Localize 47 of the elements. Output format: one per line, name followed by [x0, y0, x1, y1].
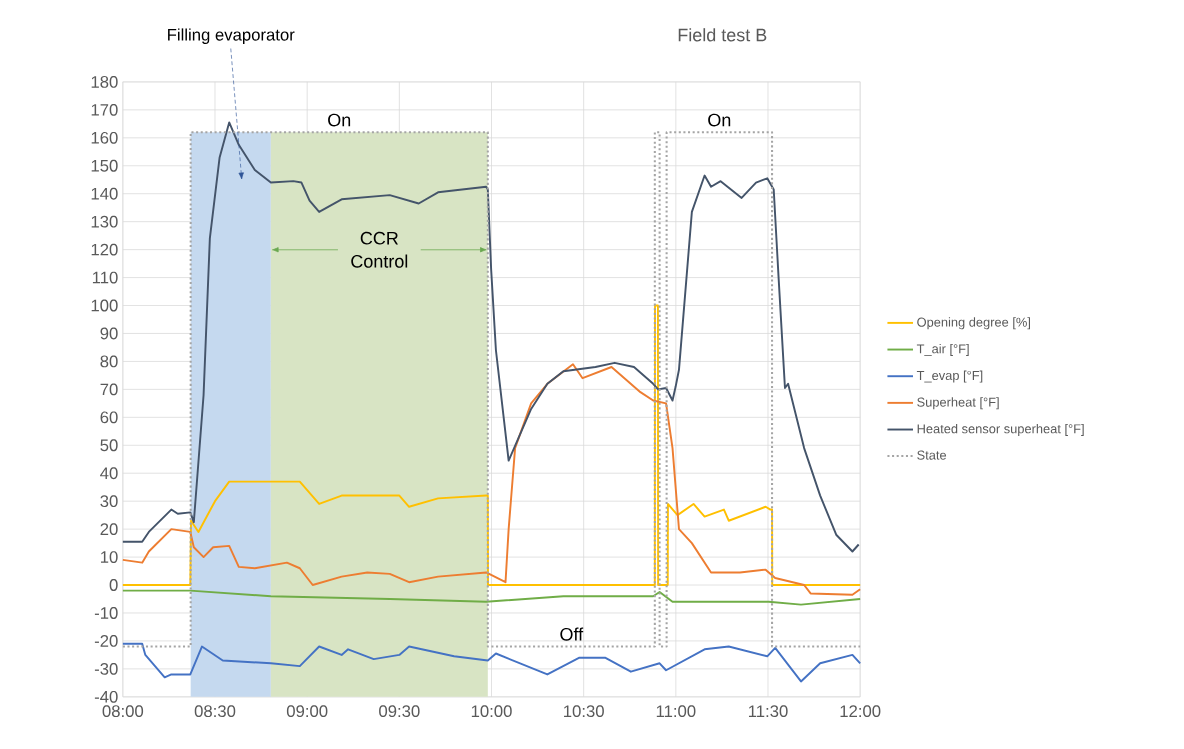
y-tick-label: 90 [100, 327, 118, 340]
y-tick-label: 50 [100, 439, 118, 452]
x-tick-label: 10:30 [564, 705, 604, 718]
y-tick-label: -40 [94, 690, 118, 703]
legend-label: State [917, 450, 947, 460]
legend-label: Opening degree [%] [917, 317, 1030, 330]
y-tick-label: -10 [94, 607, 118, 619]
y-tick-label: 150 [91, 159, 118, 172]
legend-label: Heated sensor superheat [°F] [917, 423, 1084, 436]
y-tick-label: 30 [100, 495, 118, 508]
y-tick-label: 160 [91, 131, 118, 144]
y-tick-label: 120 [91, 243, 118, 256]
x-tick-label: 09:30 [379, 705, 420, 718]
annotation: Off [560, 627, 584, 641]
y-tick-label: 110 [92, 271, 118, 284]
x-tick-label: 11:30 [748, 705, 788, 718]
x-tick-label: 12:00 [840, 705, 881, 718]
x-tick-label: 11:00 [656, 705, 696, 718]
y-tick-label: 170 [91, 104, 118, 116]
x-tick-label: 08:00 [102, 705, 144, 718]
y-tick-label: 130 [91, 215, 118, 228]
line-series [121, 363, 862, 596]
x-tick-label: 08:30 [194, 705, 236, 718]
legend-label: T_evap [°F] [916, 370, 983, 383]
line-series [121, 642, 862, 683]
y-tick-label: 40 [100, 467, 118, 480]
y-tick-label: 70 [100, 383, 118, 396]
y-tick-label: 0 [109, 579, 118, 591]
y-tick-label: 10 [100, 551, 118, 564]
line-series [121, 589, 862, 606]
y-tick-label: 100 [91, 299, 118, 312]
y-tick-label: -20 [94, 635, 118, 647]
y-tick-label: -30 [94, 663, 118, 675]
band-label: CCR Control [351, 231, 408, 268]
legend-label: T_air [°F] [916, 343, 969, 356]
y-tick-label: 20 [100, 523, 118, 536]
band-label: Filling evaporator [168, 28, 295, 45]
y-tick-label: 140 [91, 187, 118, 200]
x-tick-label: 09:00 [286, 705, 328, 718]
y-tick-label: 80 [100, 355, 118, 368]
annotation: On [708, 113, 731, 127]
y-tick-label: 60 [100, 411, 118, 424]
chart-title: Field test B [678, 28, 767, 42]
x-tick-label: 10:00 [471, 705, 512, 718]
legend-label: Superheat [°F] [917, 397, 999, 410]
y-tick-label: 180 [91, 76, 118, 88]
annotation: On [328, 113, 351, 127]
